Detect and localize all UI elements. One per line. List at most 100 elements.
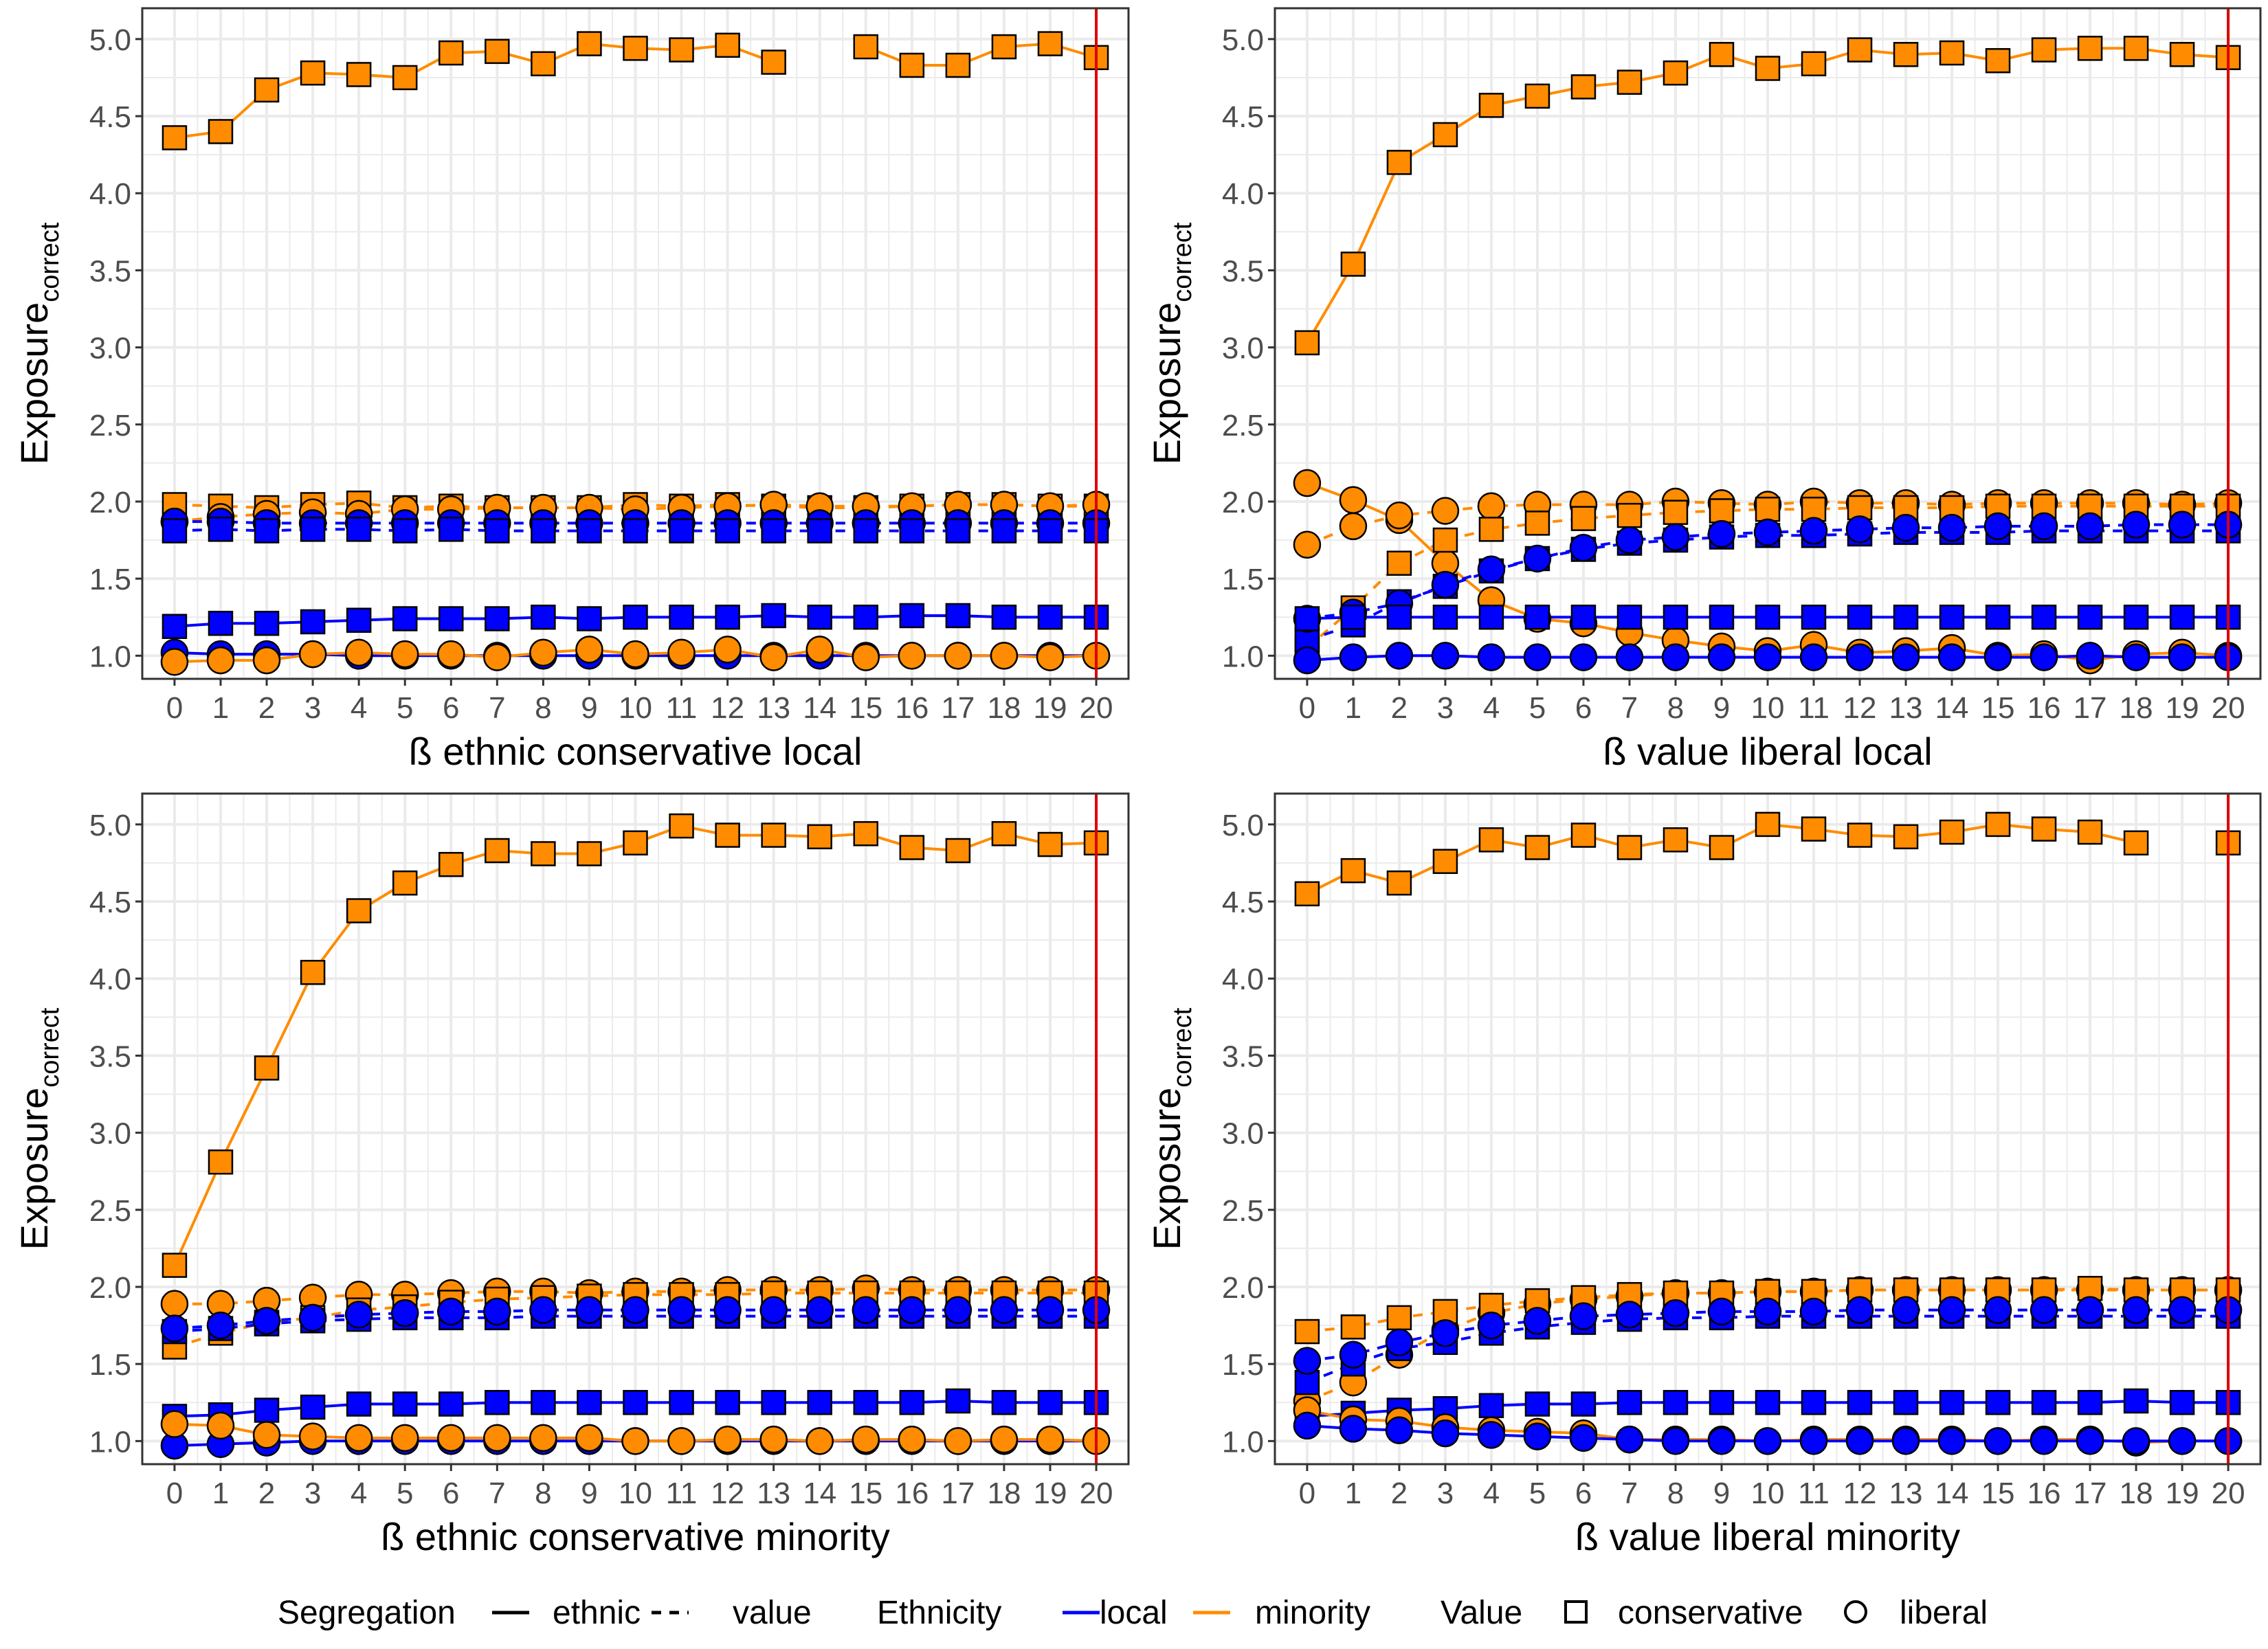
data-point-circle	[1477, 555, 1506, 583]
data-point-square	[2123, 36, 2149, 61]
y-tick-label: 4.5	[1222, 100, 1264, 134]
data-point-circle	[713, 1296, 742, 1324]
panel-border	[1274, 792, 2262, 1466]
data-point-square	[1432, 527, 1458, 553]
data-point-square	[1386, 550, 1412, 576]
data-point-square	[1570, 1391, 1597, 1417]
data-point-square	[945, 518, 971, 543]
data-point-square	[2169, 605, 2195, 630]
data-point-square	[392, 606, 418, 631]
data-point-square	[1709, 498, 1735, 524]
data-point-square	[1663, 500, 1689, 525]
x-tick-label: 9	[1713, 691, 1730, 725]
data-point-circle	[1569, 534, 1598, 562]
data-point-square	[945, 1388, 971, 1414]
data-point-square	[1755, 605, 1781, 630]
chart-panel-1: 1.01.52.02.53.03.54.04.55.00 1 2 3 4 5 6 7 8 9 10 1…	[12, 7, 1130, 773]
data-point-square	[346, 898, 372, 923]
data-point-circle	[759, 1296, 788, 1324]
data-point-square	[2077, 1390, 2103, 1415]
data-point-circle	[2168, 1296, 2197, 1324]
data-point-circle	[1799, 643, 1828, 671]
y-tick-label: 3.5	[1222, 254, 1264, 288]
panel-border	[141, 7, 1130, 680]
data-point-circle	[1845, 515, 1874, 543]
data-point-circle	[1845, 643, 1874, 671]
data-point-square	[1985, 1390, 2011, 1415]
x-tick-label: 15	[849, 1477, 882, 1510]
data-point-circle	[2030, 1296, 2058, 1324]
y-tick-label: 4.5	[89, 886, 131, 919]
data-point-circle	[390, 640, 419, 669]
data-point-circle	[944, 1427, 972, 1455]
data-point-square	[162, 614, 188, 639]
chart-panels: 1.01.52.02.53.03.54.04.55.00 1 2 3 4 5 6 7 8 9 10 1…	[12, 7, 2262, 1558]
data-point-square	[853, 821, 879, 846]
data-point-square	[1939, 1390, 1965, 1415]
y-tick-label: 2.0	[1222, 486, 1264, 519]
y-tick-label: 2.0	[89, 1271, 131, 1305]
data-point-circle	[1523, 643, 1552, 671]
x-tick-label: 19	[2166, 691, 2199, 725]
data-point-square	[807, 1390, 832, 1415]
data-point-circle	[298, 1422, 327, 1450]
data-point-square	[1847, 605, 1873, 630]
x-tick-label: 11	[666, 1477, 698, 1510]
data-point-square	[1037, 1390, 1063, 1415]
data-point-square	[392, 870, 418, 896]
data-point-square	[669, 37, 694, 63]
data-point-circle	[713, 1425, 742, 1454]
x-tick-label: 13	[757, 1477, 790, 1510]
data-point-square	[1570, 506, 1597, 531]
data-point-square	[1524, 835, 1550, 860]
data-point-square	[162, 125, 188, 150]
data-point-square	[1616, 605, 1643, 630]
data-point-circle	[805, 1296, 834, 1324]
data-point-circle	[1523, 1307, 1552, 1335]
data-point-circle	[1339, 512, 1368, 541]
data-point-square	[485, 1390, 510, 1415]
series-line	[174, 1287, 1097, 1305]
chart-panel-3: 1.01.52.02.53.03.54.04.55.00 1 2 3 4 5 6 7 8 9 10 1…	[12, 792, 1130, 1558]
data-point-square	[1340, 1314, 1366, 1340]
data-point-square	[1985, 811, 2011, 838]
data-point-square	[1847, 822, 1873, 848]
y-tick-label: 4.5	[1222, 886, 1264, 919]
data-point-square	[208, 1149, 234, 1175]
data-point-square	[807, 605, 832, 630]
x-tick-label: 18	[987, 1477, 1021, 1510]
data-point-square	[761, 518, 786, 543]
x-axis-title: ß ethnic conservative local	[409, 730, 863, 773]
y-tick-label: 5.0	[89, 809, 131, 842]
data-point-square	[669, 605, 694, 630]
y-tick-label: 1.5	[1222, 1348, 1264, 1382]
data-point-circle	[344, 1301, 373, 1329]
data-point-circle	[252, 1307, 281, 1335]
data-point-square	[531, 518, 556, 543]
data-point-square	[761, 603, 786, 629]
data-point-square	[1616, 69, 1643, 95]
y-tick-label: 2.5	[1222, 1194, 1264, 1228]
x-tick-label: 11	[666, 691, 698, 725]
data-point-circle	[1523, 544, 1552, 573]
data-point-square	[1939, 605, 1965, 630]
data-point-circle	[1937, 1427, 1966, 1455]
data-point-square	[945, 603, 971, 629]
data-point-square	[807, 824, 832, 850]
x-tick-label: 1	[212, 691, 229, 725]
data-point-square	[669, 1390, 694, 1415]
data-point-square	[531, 605, 556, 630]
data-point-circle	[1799, 1427, 1828, 1455]
data-point-square	[438, 1391, 464, 1417]
data-point-circle	[944, 1296, 972, 1324]
data-point-circle	[1891, 1427, 1920, 1455]
data-point-circle	[1293, 1411, 1322, 1440]
data-point-circle	[1983, 643, 2012, 671]
data-point-circle	[390, 1299, 419, 1327]
data-point-square	[1801, 1390, 1827, 1415]
x-tick-label: 8	[535, 1477, 551, 1510]
data-point-circle	[206, 1411, 235, 1440]
y-tick-label: 1.5	[1222, 563, 1264, 596]
data-point-circle	[1753, 643, 1782, 671]
x-tick-label: 15	[849, 691, 882, 725]
